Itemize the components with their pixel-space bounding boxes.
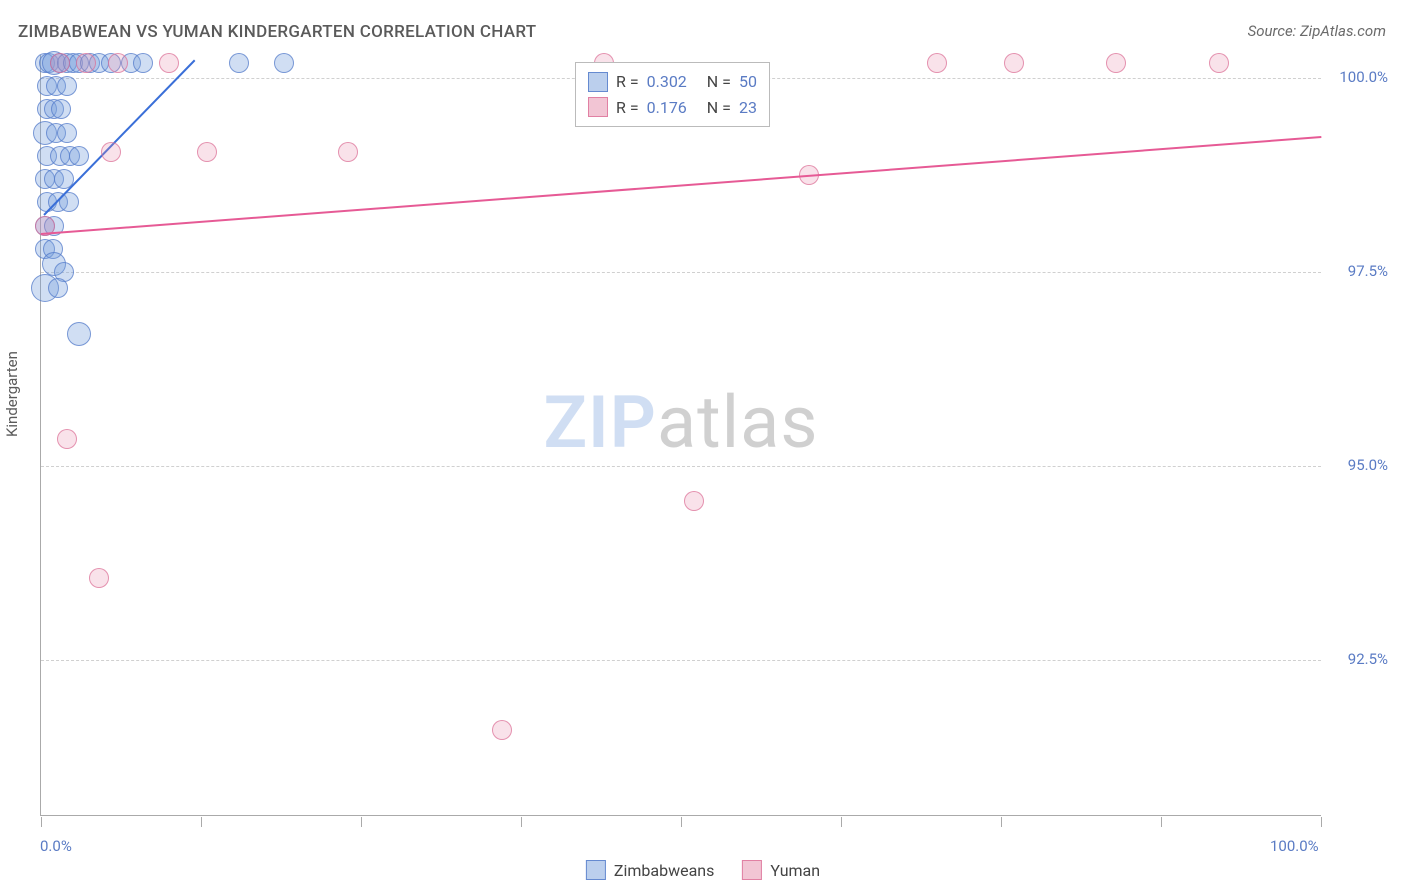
- watermark: ZIPatlas: [543, 380, 818, 465]
- legend-stats-row: R = 0.302 N = 50: [588, 69, 757, 95]
- data-point-pink: [1106, 53, 1126, 73]
- data-point-pink: [50, 53, 70, 73]
- legend-n-value: 50: [739, 69, 757, 95]
- x-tick: [1001, 817, 1002, 827]
- data-point-blue: [57, 123, 77, 143]
- data-point-pink: [684, 491, 704, 511]
- legend-r-label: R =: [616, 95, 639, 121]
- data-point-pink: [101, 142, 121, 162]
- gridline: [41, 660, 1321, 661]
- x-tick: [521, 817, 522, 827]
- legend-n-label: N =: [707, 69, 731, 95]
- y-tick-label: 95.0%: [1328, 456, 1388, 474]
- y-tick-label: 92.5%: [1328, 650, 1388, 668]
- data-point-pink: [927, 53, 947, 73]
- data-point-pink: [492, 720, 512, 740]
- source-label: Source: ZipAtlas.com: [1248, 22, 1386, 40]
- data-point-pink: [89, 568, 109, 588]
- x-tick-label: 0.0%: [40, 837, 72, 855]
- data-point-blue: [57, 76, 77, 96]
- y-axis-label: Kindergarten: [3, 351, 21, 437]
- swatch-pink-icon: [742, 860, 762, 880]
- data-point-blue: [51, 99, 71, 119]
- x-tick: [201, 817, 202, 827]
- legend-series-item: Yuman: [742, 860, 820, 880]
- legend-n-value: 23: [739, 95, 757, 121]
- swatch-blue-icon: [586, 860, 606, 880]
- data-point-pink: [57, 429, 77, 449]
- swatch-pink-icon: [588, 97, 608, 117]
- gridline: [41, 272, 1321, 273]
- watermark-zip: ZIP: [543, 380, 656, 465]
- y-tick-label: 97.5%: [1328, 262, 1388, 280]
- legend-n-label: N =: [707, 95, 731, 121]
- data-point-blue: [67, 322, 91, 346]
- x-tick: [841, 817, 842, 827]
- swatch-blue-icon: [588, 72, 608, 92]
- legend-series-label: Zimbabweans: [614, 861, 714, 880]
- y-tick-label: 100.0%: [1328, 68, 1388, 86]
- chart-title: ZIMBABWEAN VS YUMAN KINDERGARTEN CORRELA…: [18, 22, 536, 42]
- data-point-pink: [1004, 53, 1024, 73]
- data-point-pink: [76, 53, 96, 73]
- data-point-pink: [108, 53, 128, 73]
- x-tick: [1161, 817, 1162, 827]
- legend-r-label: R =: [616, 69, 639, 95]
- legend-stats-row: R = 0.176 N = 23: [588, 95, 757, 121]
- data-point-pink: [1209, 53, 1229, 73]
- legend-series: Zimbabweans Yuman: [586, 860, 820, 880]
- legend-r-value: 0.302: [647, 69, 687, 95]
- x-tick: [361, 817, 362, 827]
- data-point-pink: [159, 53, 179, 73]
- data-point-pink: [197, 142, 217, 162]
- data-point-blue: [69, 146, 89, 166]
- chart-container: ZIMBABWEAN VS YUMAN KINDERGARTEN CORRELA…: [0, 0, 1406, 892]
- legend-r-value: 0.176: [647, 95, 687, 121]
- x-tick: [41, 817, 42, 827]
- data-point-blue: [48, 278, 68, 298]
- legend-series-item: Zimbabweans: [586, 860, 714, 880]
- trendline-pink: [41, 136, 1321, 235]
- legend-stats: R = 0.302 N = 50 R = 0.176 N = 23: [575, 62, 770, 127]
- x-tick: [681, 817, 682, 827]
- data-point-pink: [338, 142, 358, 162]
- gridline: [41, 466, 1321, 467]
- plot-area: ZIPatlas: [40, 55, 1321, 816]
- data-point-blue: [133, 53, 153, 73]
- watermark-atlas: atlas: [657, 380, 819, 465]
- legend-series-label: Yuman: [770, 861, 820, 880]
- data-point-blue: [229, 53, 249, 73]
- x-tick: [1321, 817, 1322, 827]
- data-point-blue: [274, 53, 294, 73]
- x-tick-label: 100.0%: [1270, 837, 1319, 855]
